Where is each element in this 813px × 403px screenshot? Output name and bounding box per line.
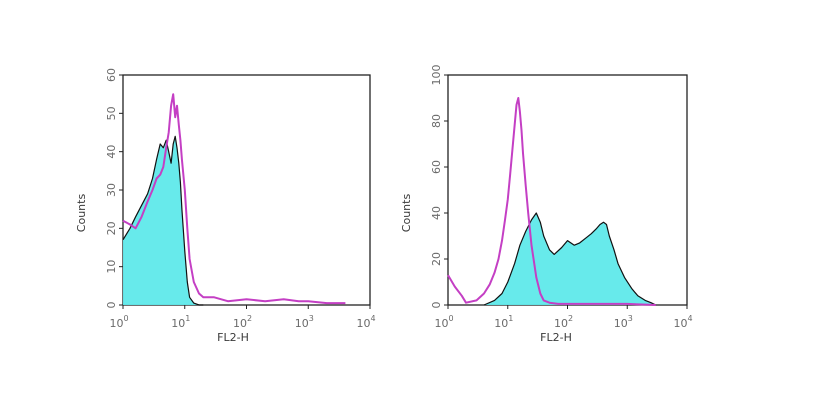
x-tick-label: 104 [673, 314, 692, 330]
x-tick-label: 100 [109, 314, 128, 330]
y-tick-label: 60 [430, 160, 443, 174]
y-axis-label: Counts [75, 194, 88, 233]
y-tick-label: 0 [105, 302, 118, 309]
y-tick-label: 40 [430, 206, 443, 220]
y-tick-label: 10 [105, 260, 118, 274]
y-tick-label: 60 [105, 68, 118, 82]
y-tick-label: 80 [430, 114, 443, 128]
sample-histogram-outline [483, 212, 657, 306]
x-tick-label: 102 [554, 314, 573, 330]
sample-histogram-fill [123, 136, 204, 305]
y-tick-label: 100 [430, 65, 443, 86]
x-tick-label: 101 [171, 314, 190, 330]
y-tick-label: 20 [105, 221, 118, 235]
histogram-panel: 0 20 40 60 80 100 100 101 102 103 104 FL2-H Counts [400, 65, 693, 345]
y-axis-label: Counts [400, 194, 413, 233]
x-tick-label: 104 [356, 314, 375, 330]
y-tick-label: 20 [430, 252, 443, 266]
x-axis-label: FL2-H [540, 331, 572, 344]
x-tick-label: 101 [494, 314, 513, 330]
histogram-panel: 0 10 20 30 40 50 60 100 101 102 103 104 FL2-H Counts [75, 68, 376, 344]
x-tick-label: 100 [434, 314, 453, 330]
y-tick-label: 30 [105, 183, 118, 197]
y-tick-label: 50 [105, 106, 118, 120]
control-histogram-line [447, 97, 656, 306]
sample-histogram-outline [122, 135, 204, 306]
control-histogram-line [122, 93, 346, 305]
y-tick-label: 40 [105, 145, 118, 159]
sample-histogram-fill [483, 213, 656, 305]
x-tick-label: 103 [295, 314, 314, 330]
y-tick-label: 0 [430, 302, 443, 309]
x-axis-label: FL2-H [217, 331, 249, 344]
x-tick-label: 103 [614, 314, 633, 330]
x-tick-label: 102 [233, 314, 252, 330]
